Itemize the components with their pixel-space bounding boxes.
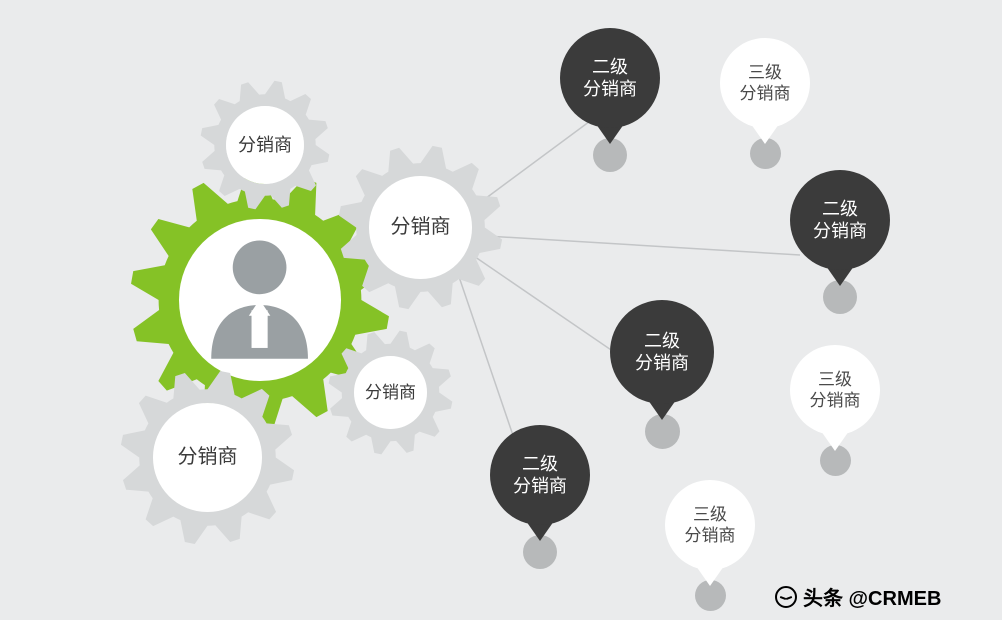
gear-label: 分销商 bbox=[365, 382, 416, 403]
watermark-text: 头条 @CRMEB bbox=[803, 582, 941, 611]
pin-p5: 三级分销商 bbox=[790, 345, 880, 476]
watermark: 头条 @CRMEB bbox=[775, 582, 941, 611]
watermark-icon bbox=[775, 586, 797, 608]
pin-line1: 三级 bbox=[818, 369, 852, 390]
pin-line1: 二级 bbox=[644, 330, 680, 353]
diagram-stage: 分销商分销商分销商分销商 二级分销商三级分销商二级分销商二级分销商三级分销商二级… bbox=[0, 0, 1002, 620]
pin-p3: 二级分销商 bbox=[790, 170, 890, 314]
gear-hub: 分销商 bbox=[226, 106, 304, 184]
gear-hub: 分销商 bbox=[354, 356, 427, 429]
pin-p4: 二级分销商 bbox=[610, 300, 714, 449]
gear-label: 分销商 bbox=[238, 134, 292, 157]
pin-line1: 三级 bbox=[693, 504, 727, 525]
pin-line1: 二级 bbox=[592, 56, 628, 79]
gear-hub bbox=[179, 219, 340, 380]
pin-line2: 分销商 bbox=[685, 525, 736, 546]
gear-top: 分销商 bbox=[200, 80, 330, 210]
gear-rsmall: 分销商 bbox=[328, 330, 453, 455]
pin-line2: 分销商 bbox=[583, 78, 637, 101]
pin-bubble: 二级分销商 bbox=[790, 170, 890, 270]
gear-hub: 分销商 bbox=[153, 403, 262, 512]
pin-bubble: 三级分销商 bbox=[790, 345, 880, 435]
pin-line2: 分销商 bbox=[635, 352, 689, 375]
pin-p2: 三级分销商 bbox=[720, 38, 810, 169]
pin-bubble: 二级分销商 bbox=[490, 425, 590, 525]
pin-line2: 分销商 bbox=[513, 475, 567, 498]
gear-hub: 分销商 bbox=[369, 176, 471, 278]
pin-line2: 分销商 bbox=[813, 220, 867, 243]
pin-p7: 三级分销商 bbox=[665, 480, 755, 611]
pin-line1: 二级 bbox=[522, 453, 558, 476]
pin-bubble: 二级分销商 bbox=[560, 28, 660, 128]
person-icon bbox=[179, 219, 340, 380]
pin-p6: 二级分销商 bbox=[490, 425, 590, 569]
pin-p1: 二级分销商 bbox=[560, 28, 660, 172]
pin-line2: 分销商 bbox=[740, 83, 791, 104]
pin-line1: 二级 bbox=[822, 198, 858, 221]
pin-bubble: 三级分销商 bbox=[665, 480, 755, 570]
pin-line2: 分销商 bbox=[810, 390, 861, 411]
gear-label: 分销商 bbox=[390, 215, 450, 240]
gear-label: 分销商 bbox=[178, 445, 238, 470]
gear-right: 分销商 bbox=[338, 145, 503, 310]
pin-line1: 三级 bbox=[748, 62, 782, 83]
gear-bottom: 分销商 bbox=[120, 370, 295, 545]
pin-bubble: 二级分销商 bbox=[610, 300, 714, 404]
pin-bubble: 三级分销商 bbox=[720, 38, 810, 128]
